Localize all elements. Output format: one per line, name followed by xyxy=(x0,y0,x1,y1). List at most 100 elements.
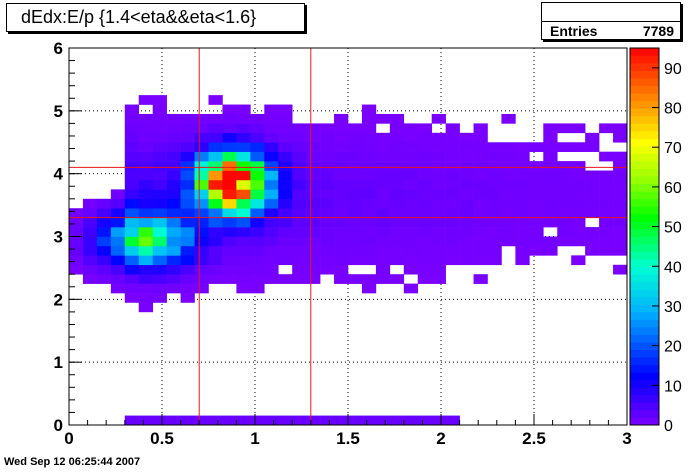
histogram-cell xyxy=(515,142,530,152)
histogram-cell xyxy=(348,227,363,237)
histogram-cell xyxy=(361,113,377,124)
histogram-cell xyxy=(138,264,153,275)
histogram-cell xyxy=(82,217,98,228)
color-scale-band xyxy=(630,402,659,411)
histogram-cell xyxy=(473,151,488,162)
histogram-cell xyxy=(585,198,600,209)
histogram-cell xyxy=(320,123,335,134)
histogram-cell xyxy=(96,264,112,275)
histogram-cell xyxy=(431,415,446,426)
histogram-cell xyxy=(557,236,572,247)
histogram-cell xyxy=(166,283,181,294)
histogram-cell xyxy=(529,227,544,237)
histogram-cell xyxy=(194,179,209,190)
histogram-cell xyxy=(613,123,628,134)
histogram-cell xyxy=(208,255,223,266)
histogram-cell xyxy=(557,142,572,152)
histogram-cell xyxy=(543,170,558,181)
histogram-cell xyxy=(501,236,516,247)
histogram-cell xyxy=(306,217,321,228)
color-scale-band xyxy=(630,70,659,79)
histogram-cell xyxy=(334,415,349,426)
histogram-cell xyxy=(306,132,321,143)
histogram-cell xyxy=(124,255,140,266)
histogram-cell xyxy=(334,274,349,284)
histogram-cell xyxy=(138,274,153,284)
histogram-cell xyxy=(236,245,251,256)
histogram-cell xyxy=(403,245,419,256)
histogram-cell xyxy=(208,189,223,200)
color-scale-band xyxy=(630,409,659,418)
histogram-cell xyxy=(459,208,474,218)
histogram-cell xyxy=(403,198,419,209)
histogram-cell xyxy=(348,208,363,218)
color-scale-band xyxy=(630,48,659,56)
histogram-cell xyxy=(501,208,516,218)
histogram-cell xyxy=(278,123,293,134)
histogram-cell xyxy=(417,142,432,152)
histogram-cell xyxy=(208,208,223,218)
histogram-cell xyxy=(180,293,195,303)
histogram-cell xyxy=(264,189,279,200)
histogram-cell xyxy=(473,236,488,247)
histogram-cell xyxy=(166,227,181,237)
histogram-cell xyxy=(278,161,293,171)
histogram-cell xyxy=(152,236,167,247)
z-tick-label: 70 xyxy=(664,140,682,157)
histogram-cell xyxy=(222,264,237,275)
color-scale-band xyxy=(630,123,659,132)
histogram-cell xyxy=(473,198,488,209)
histogram-cell xyxy=(166,179,181,190)
histogram-cell xyxy=(557,217,572,228)
histogram-cell xyxy=(361,151,377,162)
histogram-cell xyxy=(166,245,181,256)
histogram-cell xyxy=(543,245,558,256)
histogram-cell xyxy=(417,264,432,275)
histogram-cell xyxy=(515,189,530,200)
histogram-cell xyxy=(110,245,126,256)
histogram-cell xyxy=(375,245,391,256)
histogram-cell xyxy=(599,123,614,134)
histogram-cell xyxy=(320,208,335,218)
stats-entries-row: Entries 7789 xyxy=(542,21,680,41)
histogram-cell xyxy=(110,189,126,200)
histogram-cell xyxy=(236,179,251,190)
color-scale-band xyxy=(630,357,659,366)
histogram-cell xyxy=(208,415,223,426)
histogram-cell xyxy=(166,151,181,162)
histogram-cell xyxy=(445,189,460,200)
color-scale-band xyxy=(630,228,659,237)
color-scale-band xyxy=(630,311,659,320)
histogram-cell xyxy=(292,151,307,162)
histogram-cell xyxy=(236,283,251,294)
histogram-cell xyxy=(529,179,544,190)
histogram-cell xyxy=(585,142,600,152)
histogram-cell xyxy=(529,189,544,200)
histogram-cell xyxy=(348,161,363,171)
histogram-cell xyxy=(320,227,335,237)
stats-box: Entries 7789 xyxy=(541,2,681,40)
histogram-cell xyxy=(306,245,321,256)
histogram-cell xyxy=(459,189,474,200)
histogram-cell xyxy=(138,236,153,247)
histogram-cell xyxy=(264,123,279,134)
histogram-cell xyxy=(69,255,84,266)
histogram-cell xyxy=(208,217,223,228)
histogram-cell xyxy=(152,208,167,218)
histogram-cell xyxy=(375,264,391,275)
histogram-cell xyxy=(403,227,419,237)
histogram-cell xyxy=(375,255,391,266)
histogram-cell xyxy=(152,274,167,284)
histogram-cell xyxy=(599,236,614,247)
histogram-cell xyxy=(138,255,153,266)
histogram-cell xyxy=(138,142,153,152)
histogram-cell xyxy=(348,415,363,426)
histogram-cell xyxy=(180,255,195,266)
histogram-cell xyxy=(222,104,237,115)
histogram-cell xyxy=(389,170,405,181)
histogram-cell xyxy=(529,170,544,181)
histogram-cell xyxy=(361,227,377,237)
histogram-cell xyxy=(431,179,446,190)
histogram-cell xyxy=(487,161,502,171)
histogram-cell xyxy=(124,179,140,190)
